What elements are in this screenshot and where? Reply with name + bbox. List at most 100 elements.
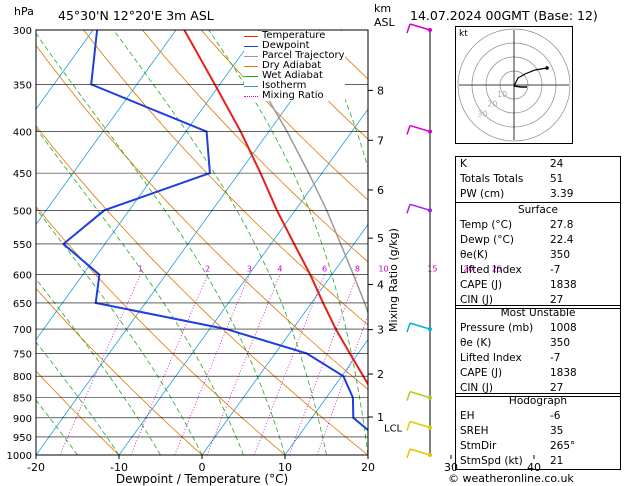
pressure-tick-label: 950 (13, 433, 32, 444)
hodograph-ring-label: 10 (497, 90, 507, 99)
mixing-ratio-line (130, 274, 209, 455)
mixing-ratio-line (59, 274, 141, 455)
mixing-ratio-label: 3 (247, 265, 252, 274)
wet-adiabat-line (113, 30, 327, 455)
hodo-row: SREH 35 (460, 425, 564, 437)
mixing-ratio-axis-title: Mixing Ratio (g/kg) (387, 228, 400, 332)
wind-barb (406, 448, 432, 459)
x-tick-label: 40 (527, 461, 541, 474)
hpa-label: hPa (14, 5, 34, 18)
parcel-trajectory-line (259, 84, 368, 315)
pressure-tick-label: 500 (13, 206, 32, 217)
pressure-tick-label: 750 (13, 349, 32, 360)
x-tick-label: 10 (278, 461, 292, 474)
plot-frame (35, 29, 369, 456)
mixing-ratio-label: 8 (355, 265, 360, 274)
pressure-tick-label: 700 (13, 325, 32, 336)
km-tick-label: 1 (377, 411, 384, 424)
hodo-row: EH -6 (460, 410, 561, 422)
wind-barb (406, 124, 432, 135)
isotherm-line (284, 339, 368, 455)
hodo-row: StmDir 265° (460, 440, 576, 452)
wind-barb (406, 322, 432, 333)
mixing-ratio-label: 25 (492, 265, 502, 274)
isotherm-line (201, 223, 368, 455)
mu-row: Lifted Index -7 (460, 352, 561, 364)
hodograph-ring-label: 30 (477, 110, 487, 119)
isotherm-line (118, 108, 368, 455)
wind-barb (406, 390, 432, 401)
wet-adiabat-line (413, 30, 451, 455)
pressure-tick-label: 400 (13, 128, 32, 139)
mixing-ratio-label: 1 (138, 265, 143, 274)
mixing-ratio-line (174, 274, 250, 455)
km-tick-label: 5 (377, 232, 384, 245)
hodograph-ring-label: 20 (487, 100, 497, 109)
hodo-row: StmSpd (kt) 21 (460, 455, 564, 467)
pressure-tick-label: 650 (13, 299, 32, 310)
x-axis-title: Dewpoint / Temperature (°C) (116, 472, 288, 486)
location-title: 45°30'N 12°20'E 3m ASL (58, 8, 214, 23)
mixing-ratio-label: 2 (205, 265, 210, 274)
hodograph-indices-title: Hodograph (508, 395, 568, 407)
mixing-ratio-line (254, 274, 325, 455)
pressure-tick-label: 800 (13, 372, 32, 383)
lcl-label: LCL (384, 423, 403, 434)
km-tick-label: 6 (377, 184, 384, 197)
datetime-label: 14.07.2024 00GMT (Base: 12) (410, 8, 598, 23)
pressure-tick-label: 600 (13, 271, 32, 282)
isotherm-line (0, 30, 10, 455)
surface-row: CIN (J) 27 (460, 294, 564, 306)
mixing-ratio-label: 20 (463, 265, 473, 274)
pressure-tick-label: 450 (13, 169, 32, 180)
legend-wet-adiabat: Wet Adiabat (244, 71, 345, 81)
index-row-pw: PW (cm) 3.39 (460, 188, 574, 200)
km-tick-label: 3 (377, 324, 384, 337)
indices-panel: K 24 Totals Totals 51 PW (cm) 3.39 (455, 156, 621, 203)
surface-row: Temp (°C) 27.8 (460, 219, 574, 231)
mixing-ratio-label: 6 (322, 265, 327, 274)
x-tick-label: 0 (199, 461, 206, 474)
km-tick-label: 2 (377, 368, 384, 381)
x-tick-label: 30 (444, 461, 458, 474)
mixing-ratio-label: 4 (277, 265, 282, 274)
surface-row: θe(K) 350 (460, 249, 571, 261)
hodograph-indices-panel: Hodograph EH -6 SREH 35 StmDir 265° StmSpd … (455, 393, 621, 470)
mixing-ratio-line (206, 274, 281, 455)
legend-dewpoint: Dewpoint (244, 41, 345, 51)
most-unstable-title: Most Unstable (500, 307, 576, 319)
mixing-ratio-label: 10 (378, 265, 388, 274)
pressure-tick-label: 1000 (7, 451, 32, 462)
hodograph-unit: kt (459, 29, 468, 39)
surface-row: CAPE (J) 1838 (460, 279, 577, 291)
index-row-tt: Totals Totals 51 (460, 173, 564, 185)
isotherm-line (36, 30, 260, 341)
km-label: km (374, 2, 392, 15)
most-unstable-panel: Most Unstable Pressure (mb) 1008 θe (K) 35… (455, 305, 621, 397)
dry-adiabat-line (36, 370, 120, 455)
dry-adiabat-line (36, 206, 286, 455)
legend-isotherm: Isotherm (244, 81, 345, 91)
km-tick-label: 8 (377, 84, 384, 97)
km-tick-label: 7 (377, 134, 384, 147)
mixing-ratio-label: 15 (427, 265, 437, 274)
mu-row: θe (K) 350 (460, 337, 571, 349)
mu-row: CIN (J) 27 (460, 382, 564, 394)
x-tick-label: 20 (361, 461, 375, 474)
wind-barb (406, 203, 432, 214)
pressure-tick-label: 300 (13, 26, 32, 37)
storm-motion-vector (513, 85, 527, 88)
isotherm-line (36, 30, 177, 226)
wind-barb (406, 23, 432, 34)
legend-parcel: Parcel Trajectory (244, 51, 345, 61)
surface-panel: Surface Temp (°C) 27.8 Dewp (°C) 22.4 θe(K… (455, 202, 621, 309)
hodograph-top-point (545, 66, 549, 70)
legend-temperature: Temperature (244, 31, 345, 41)
mu-row: CAPE (J) 1838 (460, 367, 577, 379)
chart-legend: Temperature Dewpoint Parcel Trajectory D… (244, 31, 345, 101)
pressure-tick-label: 850 (13, 394, 32, 405)
surface-title: Surface (517, 204, 558, 216)
x-tick-label: -20 (27, 461, 45, 474)
dry-adiabat-line (142, 30, 368, 263)
